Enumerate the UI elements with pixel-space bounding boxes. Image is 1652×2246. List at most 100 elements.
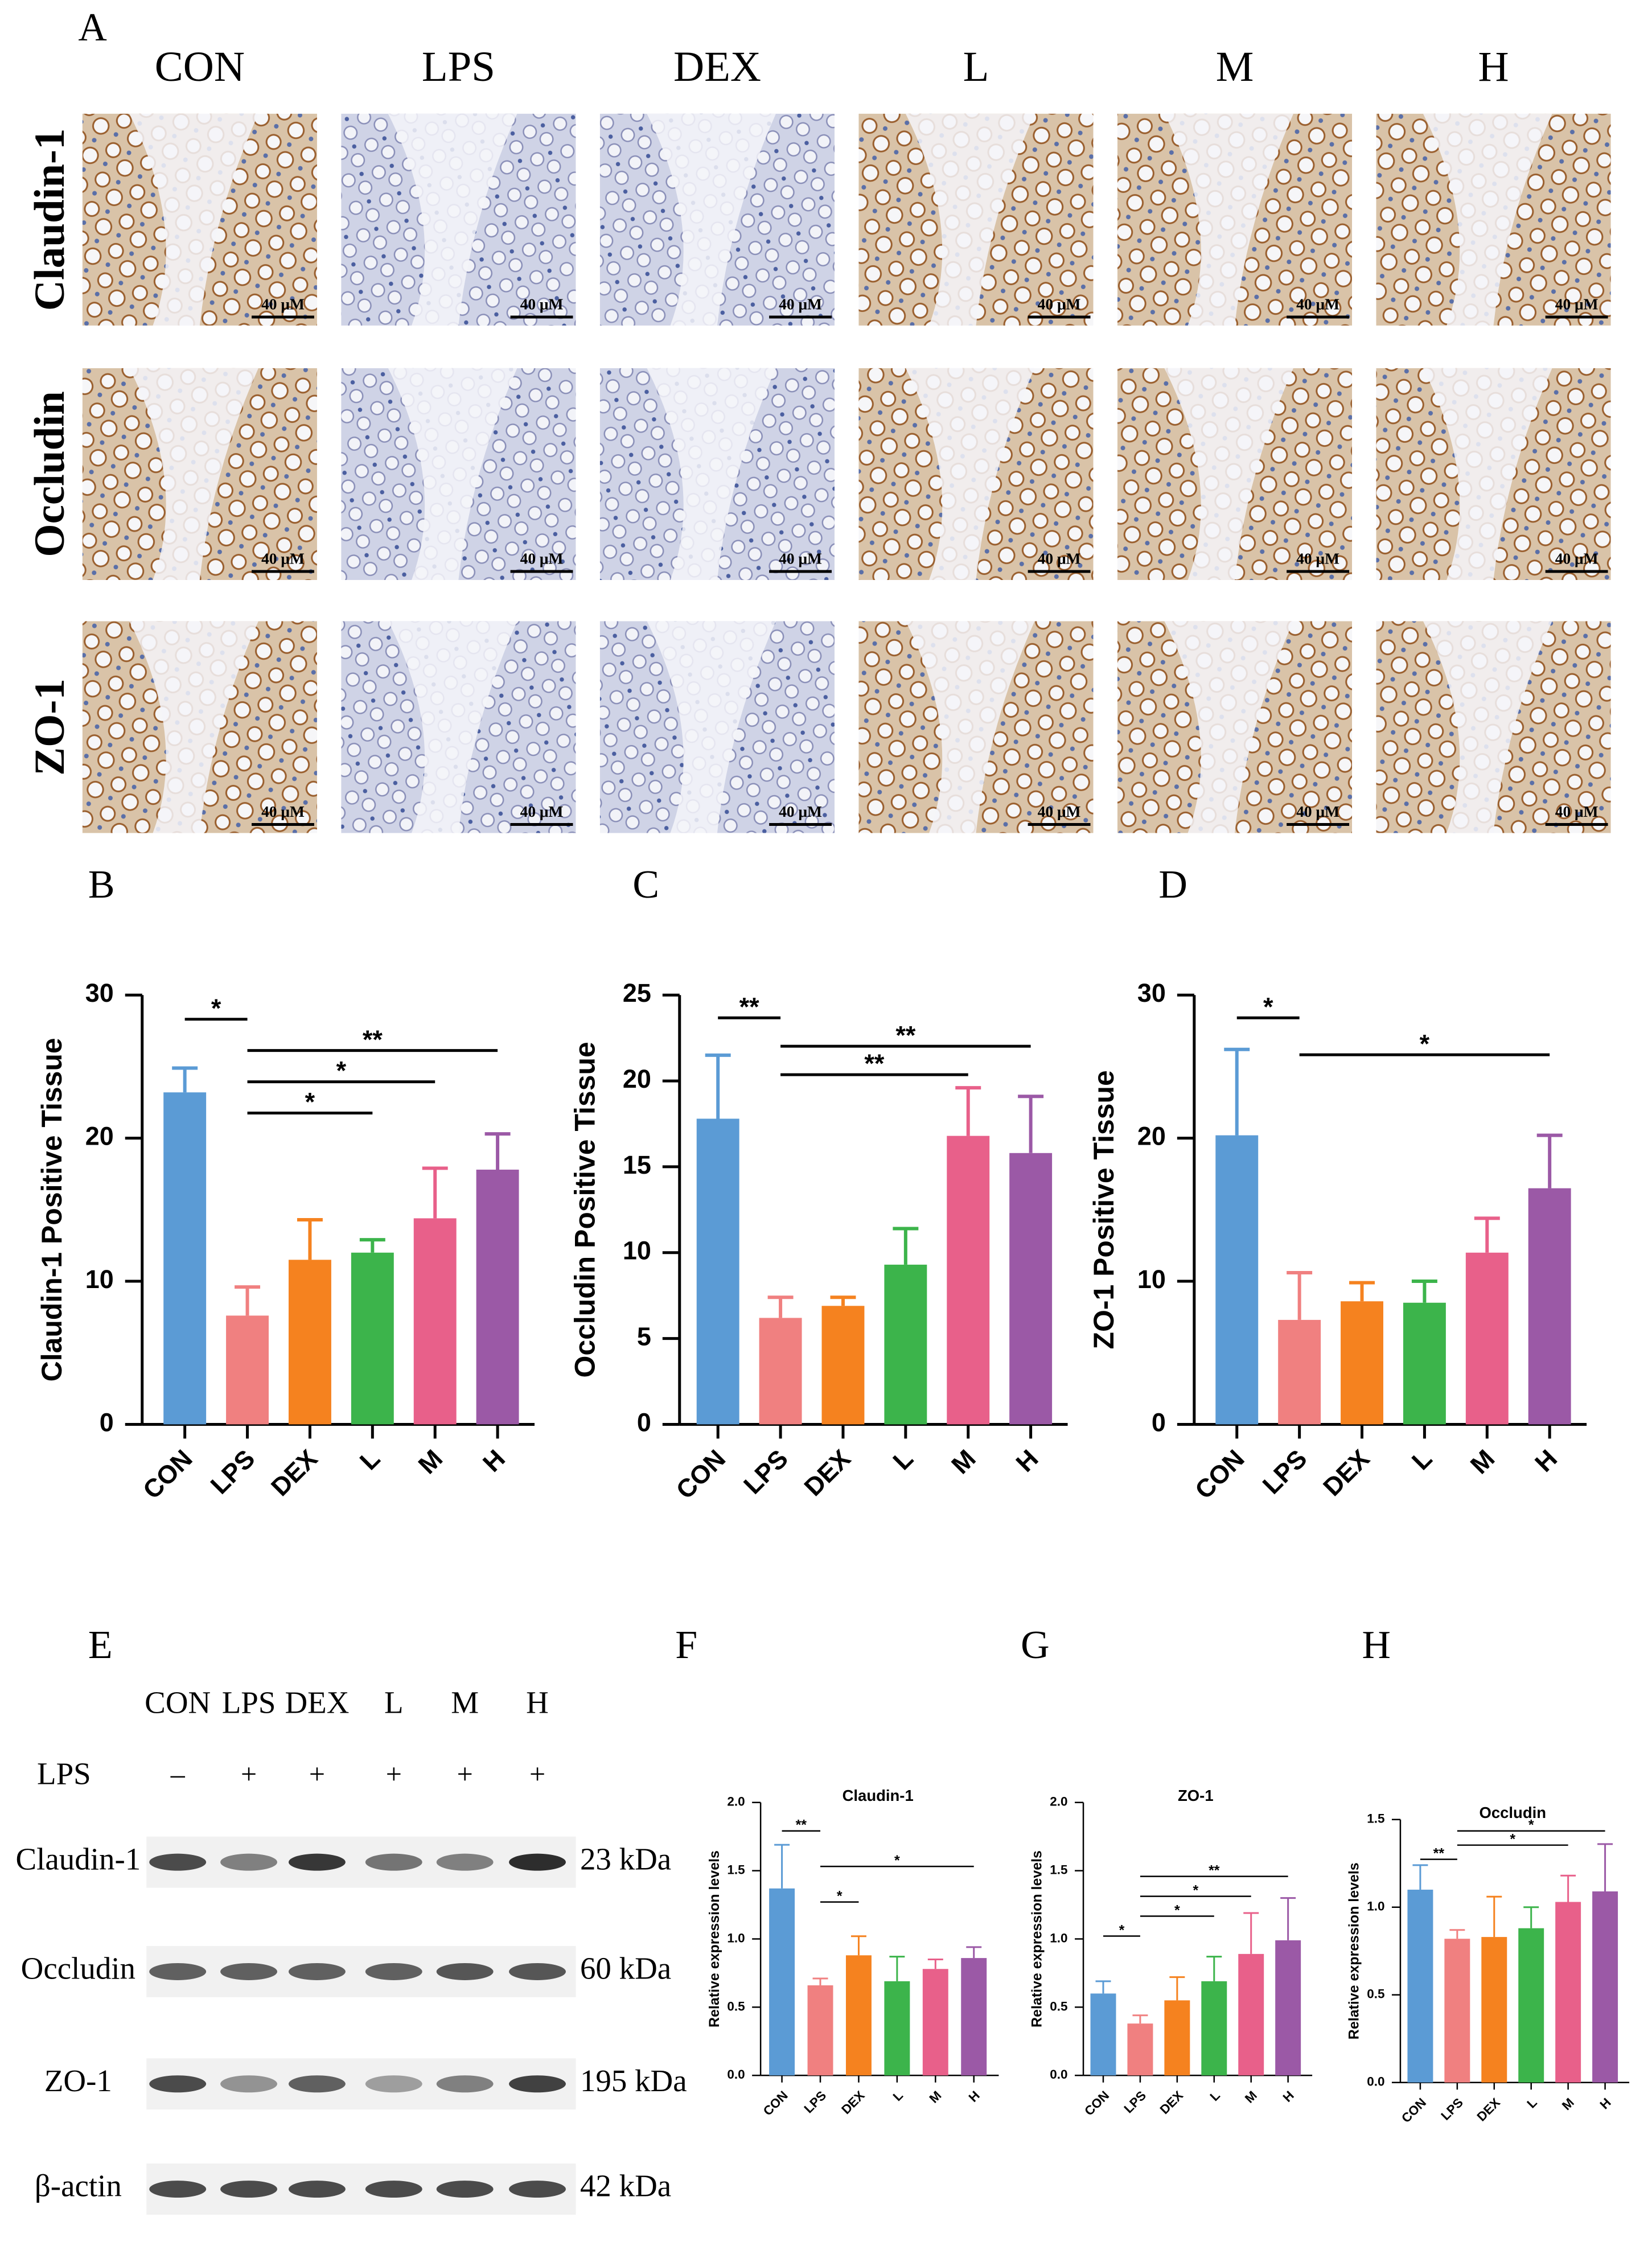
blot-strip bbox=[146, 1946, 576, 1997]
band bbox=[220, 1853, 277, 1871]
bar bbox=[1444, 1939, 1470, 2083]
y-tick-label: 5 bbox=[637, 1322, 651, 1351]
scale-bar-label: 40 μM bbox=[261, 550, 305, 567]
significance-label: * bbox=[1193, 1882, 1198, 1898]
bar bbox=[1592, 1891, 1618, 2083]
bar bbox=[1528, 1188, 1571, 1425]
significance-label: ** bbox=[895, 1021, 915, 1050]
scale-bar-label: 40 μM bbox=[520, 803, 564, 820]
scale-bar-label: 40 μM bbox=[1296, 295, 1339, 312]
y-tick-label: 0.5 bbox=[1367, 1987, 1384, 2001]
significance-label: ** bbox=[1209, 1862, 1220, 1878]
y-tick-label: 2.0 bbox=[1050, 1795, 1067, 1809]
scale-bar-label: 40 μM bbox=[520, 295, 564, 312]
lumen bbox=[129, 621, 258, 833]
band bbox=[220, 2181, 277, 2198]
y-tick-label: 0.5 bbox=[727, 1999, 745, 2013]
band bbox=[509, 2181, 566, 2198]
y-tick-label: 0.0 bbox=[727, 2067, 745, 2082]
lumen bbox=[1164, 113, 1294, 326]
bar bbox=[821, 1306, 865, 1425]
band bbox=[436, 1853, 494, 1871]
y-tick-label: 2.0 bbox=[727, 1795, 745, 1809]
bar bbox=[1403, 1302, 1446, 1425]
bar bbox=[1090, 1993, 1116, 2076]
band bbox=[149, 1963, 207, 1980]
y-tick-label: 1.5 bbox=[727, 1863, 745, 1877]
chart-title: Occludin bbox=[1479, 1804, 1546, 1821]
scale-bar-label: 40 μM bbox=[1555, 550, 1598, 567]
scale-bar-label: 40 μM bbox=[1038, 803, 1081, 820]
y-tick-label: 0.0 bbox=[1050, 2067, 1067, 2082]
y-tick-label: 30 bbox=[1137, 978, 1166, 1007]
lumen bbox=[129, 113, 258, 326]
bar bbox=[807, 1985, 833, 2076]
scale-bar-label: 40 μM bbox=[1555, 803, 1598, 820]
significance-label: * bbox=[1119, 1922, 1125, 1938]
column-header: CON bbox=[155, 43, 245, 91]
treatment-sign: + bbox=[241, 1758, 257, 1790]
significance-label: ** bbox=[363, 1025, 383, 1054]
molecular-weight: 23 kDa bbox=[580, 1841, 671, 1876]
treatment-sign: – bbox=[170, 1758, 186, 1790]
significance-label: ** bbox=[796, 1817, 807, 1833]
treatment-sign: + bbox=[529, 1758, 545, 1790]
bar bbox=[845, 1955, 872, 2076]
significance-label: * bbox=[305, 1088, 315, 1117]
significance-label: ** bbox=[1433, 1846, 1445, 1862]
panel-label: G bbox=[1021, 1623, 1049, 1667]
protein-label: Occludin bbox=[21, 1951, 135, 1986]
y-axis-title: Occludin Positive Tissue bbox=[569, 1042, 601, 1377]
bar bbox=[961, 1958, 987, 2076]
band bbox=[288, 1963, 346, 1980]
row-label: ZO-1 bbox=[26, 678, 73, 776]
scale-bar-label: 40 μM bbox=[779, 295, 822, 312]
bar bbox=[769, 1888, 795, 2076]
lumen bbox=[1423, 621, 1552, 833]
bar bbox=[1201, 1981, 1227, 2076]
scale-bar-label: 40 μM bbox=[520, 550, 564, 567]
bar bbox=[1164, 2000, 1190, 2076]
y-tick-label: 25 bbox=[623, 978, 651, 1007]
lumen bbox=[388, 368, 517, 580]
bar bbox=[163, 1092, 207, 1425]
band bbox=[220, 1963, 277, 1980]
bar bbox=[1275, 1940, 1301, 2076]
lumen bbox=[905, 621, 1035, 833]
significance-label: * bbox=[1263, 992, 1273, 1021]
bar bbox=[1341, 1301, 1383, 1425]
scale-bar-label: 40 μM bbox=[1038, 295, 1081, 312]
y-tick-label: 0 bbox=[637, 1408, 651, 1437]
scale-bar-label: 40 μM bbox=[779, 803, 822, 820]
band bbox=[220, 2075, 277, 2093]
significance-label: * bbox=[894, 1853, 900, 1869]
lumen bbox=[647, 113, 776, 326]
y-axis-title: Claudin-1 Positive Tissue bbox=[36, 1038, 68, 1381]
scale-bar-label: 40 μM bbox=[779, 550, 822, 567]
y-axis-title: ZO-1 Positive Tissue bbox=[1088, 1070, 1120, 1349]
y-tick-label: 1.5 bbox=[1050, 1863, 1067, 1877]
lane-label: DEX bbox=[285, 1685, 349, 1720]
band bbox=[288, 2181, 346, 2198]
column-header: LPS bbox=[422, 43, 495, 91]
bar bbox=[1481, 1937, 1507, 2083]
band bbox=[365, 1963, 422, 1980]
band bbox=[149, 1853, 207, 1871]
y-axis-title: Relative expression levels bbox=[706, 1850, 722, 2027]
band bbox=[149, 2181, 207, 2198]
bar bbox=[1518, 1928, 1544, 2083]
bar bbox=[476, 1169, 519, 1425]
bar bbox=[1238, 1953, 1264, 2076]
y-tick-label: 10 bbox=[1137, 1265, 1166, 1294]
y-tick-label: 30 bbox=[85, 978, 114, 1007]
significance-label: ** bbox=[739, 992, 759, 1021]
bar bbox=[884, 1264, 927, 1425]
lumen bbox=[647, 368, 776, 580]
band bbox=[149, 2075, 207, 2093]
band bbox=[436, 1963, 494, 1980]
significance-label: * bbox=[211, 994, 221, 1023]
scale-bar-label: 40 μM bbox=[261, 803, 305, 820]
panel-label: E bbox=[88, 1623, 113, 1667]
